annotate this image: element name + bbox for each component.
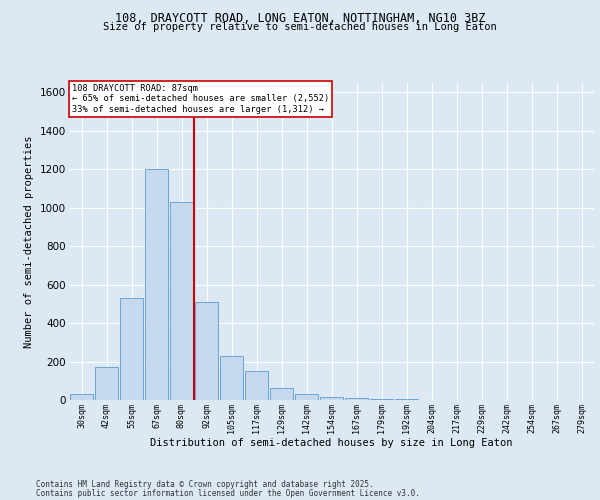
X-axis label: Distribution of semi-detached houses by size in Long Eaton: Distribution of semi-detached houses by …	[150, 438, 513, 448]
Bar	[370, 399, 393, 400]
Bar	[245, 371, 268, 400]
Bar	[145, 169, 168, 400]
Bar	[295, 394, 318, 400]
Text: Contains HM Land Registry data © Crown copyright and database right 2025.: Contains HM Land Registry data © Crown c…	[36, 480, 374, 489]
Text: Size of property relative to semi-detached houses in Long Eaton: Size of property relative to semi-detach…	[103, 22, 497, 32]
Bar	[320, 397, 343, 400]
Bar	[195, 302, 218, 400]
Bar	[345, 398, 368, 400]
Bar	[95, 368, 118, 400]
Bar	[170, 202, 193, 400]
Bar	[220, 356, 243, 400]
Text: Contains public sector information licensed under the Open Government Licence v3: Contains public sector information licen…	[36, 488, 420, 498]
Bar	[120, 298, 143, 400]
Bar	[70, 394, 93, 400]
Y-axis label: Number of semi-detached properties: Number of semi-detached properties	[25, 135, 34, 348]
Text: 108, DRAYCOTT ROAD, LONG EATON, NOTTINGHAM, NG10 3BZ: 108, DRAYCOTT ROAD, LONG EATON, NOTTINGH…	[115, 12, 485, 26]
Bar	[270, 388, 293, 400]
Text: 108 DRAYCOTT ROAD: 87sqm
← 65% of semi-detached houses are smaller (2,552)
33% o: 108 DRAYCOTT ROAD: 87sqm ← 65% of semi-d…	[71, 84, 329, 114]
